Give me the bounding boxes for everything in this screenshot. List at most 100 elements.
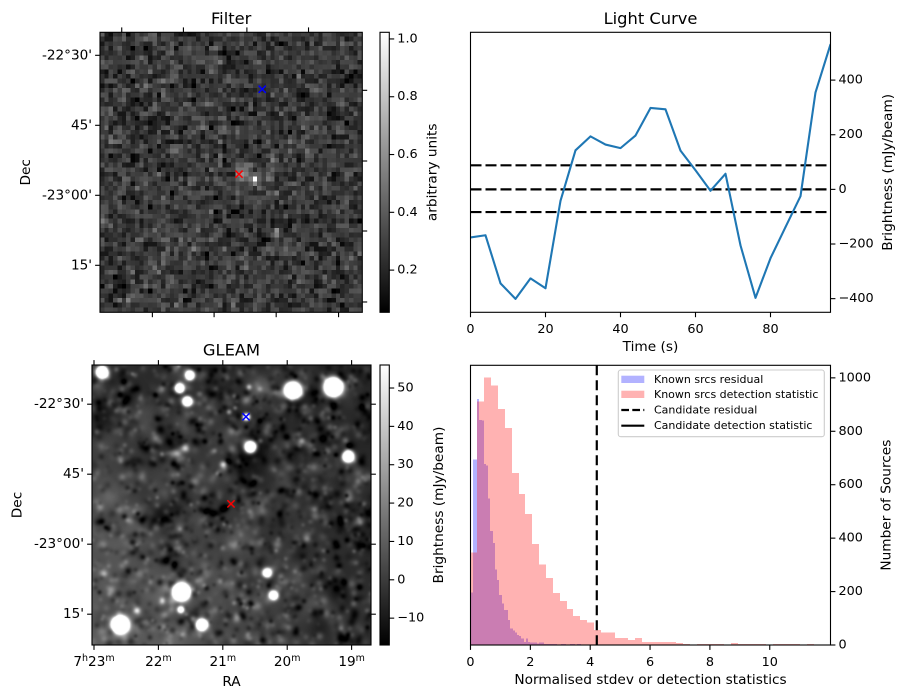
gleam-colorbar-gradient — [379, 364, 390, 646]
legend-entry: Candidate detection statistic — [621, 419, 812, 432]
filter-dec-tick-label: -22°30' — [42, 47, 92, 63]
histogram-y-tick-label: 400 — [839, 531, 863, 546]
marker-stroke — [241, 412, 251, 421]
gleam-ra-tick-label: 21m — [210, 653, 237, 670]
histogram-bar — [506, 610, 508, 645]
histogram-x-tick-label: 6 — [646, 655, 654, 670]
histogram-bar — [471, 552, 477, 645]
histogram-bar — [475, 459, 477, 645]
light-curve-point — [559, 199, 562, 202]
filter-colorbar-tick-label: 1.0 — [397, 31, 417, 46]
filter-dec-tick-label: 15' — [71, 257, 92, 273]
histogram-bar — [560, 600, 567, 645]
histogram-bar — [587, 622, 594, 645]
light-curve-y-tick-label: 400 — [839, 73, 863, 88]
histogram-bar — [656, 642, 663, 645]
ra-tick-value: 21 — [210, 654, 227, 670]
gleam-colorbar-tick-label: −10 — [397, 611, 424, 626]
histogram-y-tick-label: 1000 — [839, 370, 872, 385]
histogram-bar — [499, 595, 502, 645]
histogram-bar — [608, 632, 615, 645]
gleam-marker-blue-x-icon — [241, 412, 251, 421]
histogram-bar — [553, 592, 560, 645]
light-curve-series-line — [470, 44, 831, 300]
gleam-colorbar-tick-label: 10 — [397, 534, 413, 549]
histogram-y-tick-label: 0 — [839, 638, 847, 653]
histogram-bar — [525, 513, 532, 645]
histogram-bar — [513, 630, 515, 645]
light-curve-point — [619, 147, 622, 150]
light-curve-x-tick-label: 20 — [537, 322, 553, 337]
histogram-bar — [484, 377, 491, 645]
light-curve-title: Light Curve — [604, 9, 698, 28]
light-curve-y-tick-label: −200 — [839, 237, 874, 252]
light-curve-point — [724, 172, 727, 175]
histogram-bar — [567, 608, 573, 645]
histogram-bar — [495, 569, 497, 645]
light-curve-x-tick-label: 40 — [612, 322, 628, 337]
gleam-ra-tick-label: 20m — [274, 653, 301, 670]
ra-tick-value: 7 — [73, 654, 82, 670]
histogram-bar — [510, 628, 513, 645]
light-curve-x-tick-label: 60 — [687, 322, 703, 337]
histogram-bar — [498, 408, 505, 645]
histogram-y-tick-label: 600 — [839, 477, 863, 492]
gleam-dec-tick-label: 15' — [63, 606, 84, 622]
histogram-bar — [526, 638, 528, 645]
marker-stroke — [258, 85, 267, 94]
gleam-colorbar-tick-label: 50 — [397, 381, 413, 396]
legend-patch-swatch — [621, 390, 645, 398]
histogram-bar — [504, 610, 506, 645]
histogram-bar — [471, 592, 473, 645]
histogram-ylabel: Number of Sources — [879, 440, 895, 571]
histogram-bar — [473, 459, 475, 645]
filter-ylabel: Dec — [18, 159, 34, 186]
histogram-bar — [491, 385, 498, 645]
ra-tick-unit: m — [291, 653, 300, 664]
marker-stroke — [234, 170, 244, 179]
histogram-bar — [524, 641, 526, 645]
histogram-bar — [479, 419, 482, 645]
light-curve-point — [544, 287, 547, 290]
light-curve-point — [739, 244, 742, 247]
filter-dec-tick-label: 45' — [71, 117, 92, 133]
histogram-series-known-detection — [471, 377, 814, 645]
light-curve-point — [514, 298, 517, 300]
histogram-bar — [477, 399, 479, 645]
gleam-ra-tick-label: 7h23m — [73, 653, 114, 670]
histogram-bar — [622, 638, 628, 645]
filter-frame — [99, 31, 363, 313]
legend-patch-swatch — [621, 375, 645, 383]
light-curve-point — [649, 107, 652, 109]
gleam-colorbar: −10 0 10 20 30 40 50 — [379, 364, 424, 646]
gleam-marker-red-x-icon — [226, 499, 236, 509]
histogram-bar — [642, 642, 649, 645]
histogram-y-tick-label: 200 — [839, 584, 863, 599]
light-curve-point — [484, 234, 487, 237]
histogram-panel: 0 2 4 6 8 10 0 200 400 600 800 1000 Normalised stdev… — [466, 364, 895, 688]
gleam-colorbar-label: Brightness (mJy/beam) — [431, 427, 447, 584]
histogram-bar — [508, 619, 510, 645]
histogram-x-tick-label: 0 — [466, 655, 474, 670]
histogram-xlabel: Normalised stdev or detection statistics — [514, 672, 786, 688]
gleam-dec-tick-label: 45' — [63, 466, 84, 482]
histogram-bar — [484, 463, 486, 645]
ra-tick-unit: m — [162, 653, 171, 664]
histogram-bar — [502, 603, 504, 645]
histogram-bar — [477, 401, 484, 645]
histogram-bar — [670, 642, 676, 645]
filter-colorbar-tick-label: 0.4 — [397, 205, 417, 220]
light-curve-frame — [469, 31, 832, 313]
ra-tick-value: 22 — [145, 654, 162, 670]
histogram-bar — [486, 465, 488, 645]
legend-label: Candidate detection statistic — [654, 419, 812, 432]
light-curve-point — [754, 296, 757, 299]
histogram-bar — [541, 642, 544, 645]
histogram-x-tick-label: 10 — [762, 655, 778, 670]
marker-stroke — [226, 499, 236, 509]
legend-entry: Known srcs residual — [621, 373, 763, 386]
histogram-bar — [505, 427, 512, 645]
ra-tick-unit: m — [227, 653, 236, 664]
light-curve-x-tick-label: 0 — [466, 322, 474, 337]
histogram-x-tick-label: 8 — [706, 655, 714, 670]
